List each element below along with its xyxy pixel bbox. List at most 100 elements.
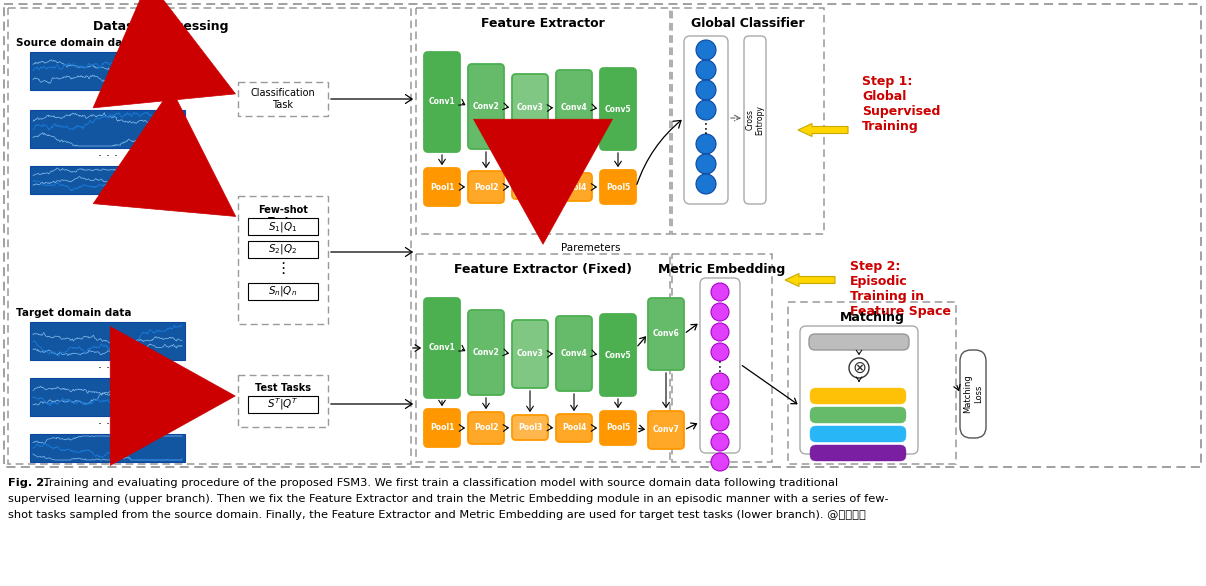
Text: $S^T|Q^T$: $S^T|Q^T$ <box>268 397 299 413</box>
FancyBboxPatch shape <box>601 68 636 150</box>
Bar <box>672 254 772 462</box>
FancyBboxPatch shape <box>513 74 548 142</box>
FancyBboxPatch shape <box>513 415 548 440</box>
Text: Pool4: Pool4 <box>562 182 586 192</box>
Circle shape <box>696 174 716 194</box>
FancyBboxPatch shape <box>556 173 592 201</box>
Text: Pool4: Pool4 <box>562 424 586 432</box>
FancyBboxPatch shape <box>30 322 185 360</box>
Text: Conv1: Conv1 <box>428 343 456 353</box>
Circle shape <box>712 433 728 451</box>
FancyBboxPatch shape <box>30 378 185 416</box>
FancyBboxPatch shape <box>810 426 906 442</box>
Bar <box>416 254 671 462</box>
Text: Conv2: Conv2 <box>473 102 499 111</box>
FancyBboxPatch shape <box>425 168 459 206</box>
Bar <box>4 4 1201 467</box>
FancyBboxPatch shape <box>513 174 548 199</box>
Circle shape <box>696 80 716 100</box>
Circle shape <box>712 283 728 301</box>
FancyBboxPatch shape <box>648 298 684 370</box>
FancyBboxPatch shape <box>960 350 987 438</box>
Text: Pool1: Pool1 <box>429 182 455 192</box>
Text: $S_n|Q_n$: $S_n|Q_n$ <box>269 284 298 298</box>
Circle shape <box>849 358 870 378</box>
Text: Pool2: Pool2 <box>474 182 498 192</box>
FancyBboxPatch shape <box>248 396 318 413</box>
Circle shape <box>696 134 716 154</box>
FancyBboxPatch shape <box>425 298 459 398</box>
Text: ⋮: ⋮ <box>275 261 291 275</box>
Polygon shape <box>785 274 835 287</box>
Text: Step 1:
Global
Supervised
Training: Step 1: Global Supervised Training <box>862 75 941 133</box>
Text: Pool2: Pool2 <box>474 424 498 432</box>
FancyBboxPatch shape <box>468 64 504 149</box>
Text: Classification
Task: Classification Task <box>251 88 316 110</box>
Text: · · ·: · · · <box>98 418 117 431</box>
Circle shape <box>712 373 728 391</box>
Text: Paremeters: Paremeters <box>561 243 621 253</box>
FancyBboxPatch shape <box>30 110 185 148</box>
Text: · · ·: · · · <box>98 363 117 376</box>
Text: Cross
Entropy: Cross Entropy <box>745 105 765 135</box>
Text: Few-shot
Tasks: Few-shot Tasks <box>258 205 308 227</box>
Text: Source domain data: Source domain data <box>16 38 134 48</box>
Circle shape <box>696 154 716 174</box>
Text: supervised learning (upper branch). Then we fix the Feature Extractor and train : supervised learning (upper branch). Then… <box>8 494 889 504</box>
Text: shot tasks sampled from the source domain. Finally, the Feature Extractor and Me: shot tasks sampled from the source domai… <box>8 510 866 520</box>
Text: Conv4: Conv4 <box>561 349 587 358</box>
Circle shape <box>712 393 728 411</box>
FancyBboxPatch shape <box>810 407 906 423</box>
Text: Conv6: Conv6 <box>652 329 679 339</box>
Text: Feature Extractor (Fixed): Feature Extractor (Fixed) <box>453 263 632 276</box>
FancyBboxPatch shape <box>468 412 504 444</box>
Bar <box>788 302 956 464</box>
Text: Training and evaluating procedure of the proposed FSM3. We first train a classif: Training and evaluating procedure of the… <box>40 478 838 488</box>
FancyBboxPatch shape <box>809 334 909 350</box>
Polygon shape <box>798 124 848 137</box>
Text: Dataset Processing: Dataset Processing <box>93 20 229 33</box>
Text: ⊗: ⊗ <box>853 359 866 377</box>
FancyBboxPatch shape <box>468 171 504 203</box>
Text: Step 2:
Episodic
Training in
Feature Space: Step 2: Episodic Training in Feature Spa… <box>850 260 952 318</box>
Text: Conv4: Conv4 <box>561 103 587 112</box>
Circle shape <box>712 343 728 361</box>
Text: Conv5: Conv5 <box>604 104 631 114</box>
FancyBboxPatch shape <box>810 445 906 461</box>
Text: Conv5: Conv5 <box>604 350 631 359</box>
FancyBboxPatch shape <box>30 434 185 462</box>
Text: Pool5: Pool5 <box>605 424 630 432</box>
Circle shape <box>696 100 716 120</box>
Text: Matching: Matching <box>839 311 904 324</box>
FancyBboxPatch shape <box>601 314 636 396</box>
Bar <box>238 196 328 324</box>
FancyBboxPatch shape <box>30 52 185 90</box>
FancyBboxPatch shape <box>810 388 906 404</box>
FancyBboxPatch shape <box>744 36 766 204</box>
Circle shape <box>712 303 728 321</box>
Text: Conv3: Conv3 <box>516 104 544 113</box>
Circle shape <box>696 40 716 60</box>
FancyBboxPatch shape <box>699 278 740 453</box>
Text: ⋮: ⋮ <box>699 122 713 136</box>
Text: Pool5: Pool5 <box>605 182 630 192</box>
Text: Test Tasks: Test Tasks <box>254 383 311 393</box>
FancyBboxPatch shape <box>425 409 459 447</box>
FancyBboxPatch shape <box>601 411 636 445</box>
FancyBboxPatch shape <box>684 36 728 204</box>
Text: Matching
Loss: Matching Loss <box>964 374 983 413</box>
Text: Conv7: Conv7 <box>652 425 679 434</box>
FancyBboxPatch shape <box>468 310 504 395</box>
FancyBboxPatch shape <box>248 218 318 235</box>
Text: Target domain data: Target domain data <box>16 308 131 318</box>
FancyBboxPatch shape <box>425 52 459 152</box>
Bar <box>416 8 671 234</box>
FancyBboxPatch shape <box>556 316 592 391</box>
Text: · · ·: · · · <box>98 151 117 163</box>
Bar <box>238 82 328 116</box>
Bar <box>8 8 411 464</box>
FancyBboxPatch shape <box>30 166 185 194</box>
FancyBboxPatch shape <box>513 320 548 388</box>
Bar <box>806 382 912 452</box>
FancyBboxPatch shape <box>601 170 636 204</box>
